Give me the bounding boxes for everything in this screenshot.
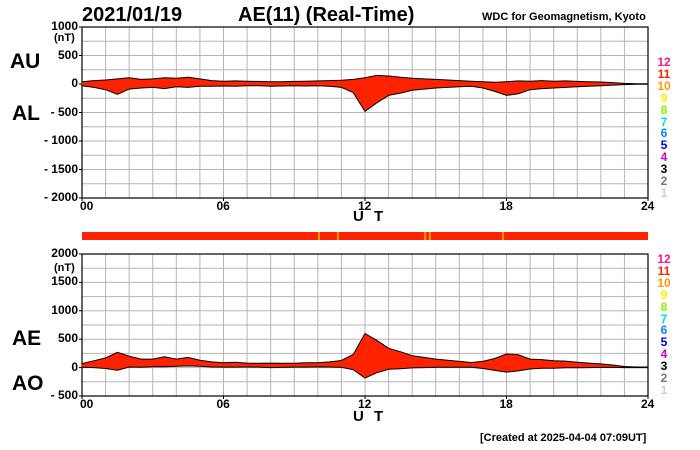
scale-legend-item: 9 [660, 90, 668, 105]
scale-legend-item: 11 [657, 66, 671, 81]
chart-title: AE(11) (Real-Time) [238, 4, 415, 26]
x-tick-label: 18 [499, 199, 513, 213]
scale-legend-item: 1 [660, 185, 668, 200]
scale-legend-item: 2 [660, 371, 668, 385]
ae-label: AE [12, 327, 42, 350]
scale-legend-item: 4 [660, 347, 668, 362]
x-tick-label: 00 [80, 199, 94, 213]
quality-strip [82, 232, 648, 240]
y-tick-label: 1500 [51, 274, 78, 289]
y-tick-label: - 1500 [43, 161, 78, 176]
scale-legend-item: 12 [657, 252, 671, 266]
scale-legend-item: 3 [660, 359, 668, 374]
top-unit-label: (nT) [54, 32, 75, 44]
bottom-x-axis-label: U T [353, 408, 387, 425]
source-label: WDC for Geomagnetism, Kyoto [482, 11, 646, 23]
scale-legend-item: 6 [660, 323, 668, 338]
scale-legend-item: 7 [660, 114, 668, 129]
y-tick-label: 2000 [51, 246, 78, 260]
quality-strip-mark [318, 232, 321, 240]
data-fill-area [82, 75, 648, 112]
quality-strip-mark [501, 232, 504, 240]
series-line-ao [81, 365, 648, 379]
y-tick-label: - 500 [50, 104, 78, 119]
scale-legend-item: 12 [657, 55, 671, 69]
date-label: 2021/01/19 [82, 4, 183, 26]
y-tick-label: 1000 [51, 19, 78, 33]
au-label: AU [10, 50, 41, 73]
ao-label: AO [12, 372, 44, 395]
y-tick-label: - 1000 [43, 133, 78, 147]
x-tick-label: 06 [216, 199, 230, 213]
scale-legend-item: 8 [660, 102, 668, 117]
scale-legend-item: 5 [660, 335, 668, 350]
scale-legend-item: 10 [657, 78, 671, 93]
quality-strip-mark [428, 232, 431, 240]
scale-legend-item: 5 [660, 138, 668, 153]
y-tick-label: - 500 [50, 388, 78, 402]
x-tick-label: 18 [499, 397, 513, 411]
x-tick-label: 00 [80, 397, 94, 411]
x-tick-label: 24 [641, 397, 655, 411]
scale-legend-item: 4 [660, 150, 668, 165]
scale-legend-item: 11 [657, 263, 671, 278]
y-tick-label: 0 [71, 76, 78, 90]
x-tick-label: 06 [216, 397, 230, 411]
scale-legend-item: 7 [660, 311, 668, 326]
scale-legend-item: 10 [657, 275, 671, 290]
scale-legend-item: 1 [660, 382, 668, 397]
x-tick-label: 12 [358, 199, 372, 213]
bottom-unit-label: (nT) [54, 262, 75, 274]
x-tick-label: 24 [641, 199, 655, 213]
quality-strip-mark [336, 232, 339, 240]
y-tick-label: 0 [71, 359, 78, 374]
al-label: AL [12, 102, 40, 125]
y-tick-label: 1000 [51, 302, 78, 317]
scale-legend-item: 6 [660, 126, 668, 141]
created-timestamp: [Created at 2025-04-04 07:09UT] [480, 432, 647, 444]
scale-legend-item: 8 [660, 299, 668, 314]
scale-legend-item: 9 [660, 287, 668, 302]
data-fill-area [82, 333, 648, 379]
y-tick-label: 500 [57, 47, 78, 62]
x-tick-label: 12 [358, 397, 372, 411]
y-tick-label: 500 [57, 331, 78, 346]
series-line-au [81, 74, 648, 85]
series-line-ae [81, 332, 648, 368]
quality-strip-mark [424, 232, 427, 240]
scale-legend-item: 3 [660, 162, 668, 177]
series-line-al [81, 83, 648, 113]
top-x-axis-label: U T [353, 208, 387, 225]
y-tick-label: - 2000 [43, 190, 78, 204]
scale-legend-item: 2 [660, 174, 668, 188]
